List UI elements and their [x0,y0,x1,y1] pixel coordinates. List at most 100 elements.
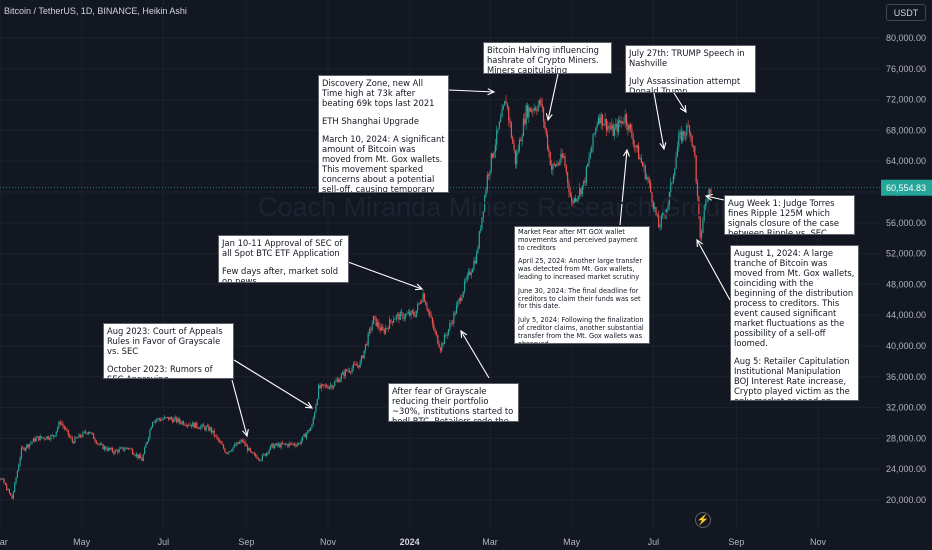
candle-body [253,453,255,455]
candle-body [14,482,16,492]
candle-body [52,435,55,437]
candle-body [580,188,582,195]
candle-body [113,451,115,454]
candle-body [201,424,203,427]
candle-body [54,435,56,437]
candle-body [259,459,261,461]
candle-body [229,451,231,452]
candle-body [293,443,296,446]
candle-body [268,449,270,454]
candle-body [224,448,226,453]
candle-body [362,355,364,358]
candle-body [544,121,546,129]
candle-body [654,206,656,209]
candle-body [554,164,557,167]
candle-body [648,179,650,183]
candle-body [429,311,431,316]
candle-body [642,162,644,167]
candle-body [346,369,348,371]
candle-body [676,147,679,158]
lightning-bolt-icon[interactable]: ⚡ [695,512,711,528]
candle-body [617,120,620,132]
candle-body [65,428,67,430]
candle-body [169,417,171,420]
candle-body [142,454,144,461]
candle-body [75,437,77,438]
arrow-shaft [233,359,313,409]
candle-body [277,444,280,446]
candle-body [613,127,616,136]
candle-body [289,443,292,445]
candle-body [672,175,675,183]
candle-body [265,452,268,456]
candle-body [575,198,577,202]
candle-body [133,453,135,456]
candle-body [533,108,535,111]
y-tick-label: 80,000.00 [886,33,926,43]
candle-body [239,441,241,444]
candle-body [638,145,640,160]
candle-body [581,185,583,195]
candle-body [695,155,697,183]
candle-body [542,107,545,122]
candle-body [173,418,175,423]
annotation-arrows [231,73,731,438]
candle-body [526,105,529,118]
candle-body [552,164,554,170]
currency-button[interactable]: USDT [886,4,926,21]
candle-body [126,447,128,449]
candle-body [399,312,401,320]
candle-body [334,382,336,387]
candle-body [599,117,601,124]
annotation-institutions: After fear of Grayscale reducing their p… [388,383,519,422]
candle-body [683,131,685,136]
candle-body [591,147,593,153]
candle-body [406,313,408,315]
x-tick-label: Nov [320,537,337,547]
arrow-head [460,329,468,339]
candle-body [355,364,357,366]
candle-body [161,419,163,421]
candle-body [181,421,183,424]
candle-body [307,429,309,434]
candle-body [273,445,276,449]
candle-body [26,444,28,449]
candle-body [694,146,696,156]
candle-body [81,436,83,438]
candle-body [366,344,368,346]
candle-body [354,364,356,365]
candle-body [557,163,559,165]
candle-body [51,435,53,436]
candle-body [556,163,558,167]
arrow-shaft [547,73,559,121]
candle-body [492,153,494,158]
candle-body [687,125,689,127]
candle-body [455,305,458,314]
y-tick-label: 44,000.00 [886,310,926,320]
candle-body [44,438,47,440]
candle-body [109,447,111,450]
candle-body [122,447,124,451]
candle-body [212,430,214,433]
candle-body [121,447,123,449]
watermark: Coach Miranda Miners Research Group 2024 [258,192,803,222]
candle-body [367,333,369,345]
candle-body [482,211,484,218]
candle-body [340,374,342,380]
candle-body [40,436,43,438]
candle-body [394,318,396,320]
candle-body [103,446,106,450]
last-price-tag [881,179,932,196]
candle-body [177,418,179,423]
candle-body [283,443,285,445]
candle-body [699,216,701,238]
candle-body [664,213,666,215]
candle-body [350,371,352,373]
candle-body [508,107,510,121]
candle-body [493,152,495,158]
candle-body [625,114,628,126]
arrow-head [304,401,314,409]
candle-body [439,347,442,351]
candle-body [692,146,695,147]
candle-body [666,209,668,215]
